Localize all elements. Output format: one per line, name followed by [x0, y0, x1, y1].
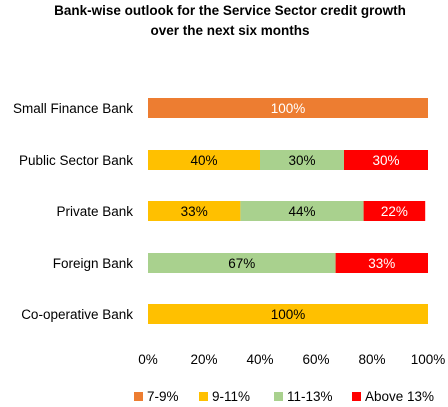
x-tick-label: 20% [190, 352, 217, 367]
bar-segment [335, 253, 428, 273]
legend-item: 11-13% [274, 389, 333, 404]
legend-label: 7-9% [147, 389, 179, 404]
legend-item: 9-11% [199, 389, 250, 404]
bars: 100% 40% 30% 30% 33% 44% 22% 67% 33% 100% [148, 98, 428, 324]
legend: 7-9% 9-11% 11-13% Above 13% [134, 389, 434, 404]
category-labels: Small Finance Bank Public Sector Bank Priv… [13, 101, 133, 322]
data-label: 33% [368, 256, 395, 271]
legend-label: 9-11% [212, 389, 250, 404]
category-label: Co-operative Bank [21, 307, 133, 322]
bar-segment [148, 98, 428, 118]
legend-item: 7-9% [134, 389, 179, 404]
x-tick-label: 100% [411, 352, 446, 367]
data-label: 100% [271, 101, 306, 116]
legend-label: 11-13% [287, 389, 333, 404]
data-label: 40% [190, 153, 217, 168]
legend-item: Above 13% [352, 389, 434, 404]
chart-title-line: Bank-wise outlook for the Service Sector… [54, 3, 406, 18]
x-tick-label: 0% [138, 352, 158, 367]
data-label: 30% [288, 153, 315, 168]
bar-segment [344, 150, 428, 170]
data-label: 44% [288, 204, 315, 219]
x-tick-labels: 0% 20% 40% 60% 80% 100% [138, 352, 445, 367]
bar-segment [148, 253, 336, 273]
x-tick-label: 80% [358, 352, 385, 367]
bar-segment [240, 201, 364, 221]
data-label: 100% [271, 307, 306, 322]
x-tick-label: 60% [302, 352, 329, 367]
legend-swatch [199, 392, 208, 401]
category-label: Foreign Bank [53, 256, 134, 271]
data-label: 67% [228, 256, 255, 271]
legend-swatch [134, 392, 143, 401]
category-label: Public Sector Bank [19, 153, 133, 168]
bar-segment [148, 150, 260, 170]
category-label: Small Finance Bank [13, 101, 133, 116]
bar-segment [148, 304, 428, 324]
bar-segment [363, 201, 426, 221]
legend-label: Above 13% [365, 389, 434, 404]
data-label: 30% [372, 153, 399, 168]
chart-title: Bank-wise outlook for the Service Sector… [54, 3, 406, 38]
legend-swatch [352, 392, 361, 401]
chart-title-line: over the next six months [150, 23, 309, 38]
bar-segment [260, 150, 344, 170]
legend-swatch [274, 392, 283, 401]
bar-segment [148, 201, 241, 221]
x-tick-label: 40% [246, 352, 273, 367]
data-label: 33% [181, 204, 208, 219]
category-label: Private Bank [56, 204, 133, 219]
data-label: 22% [381, 204, 408, 219]
